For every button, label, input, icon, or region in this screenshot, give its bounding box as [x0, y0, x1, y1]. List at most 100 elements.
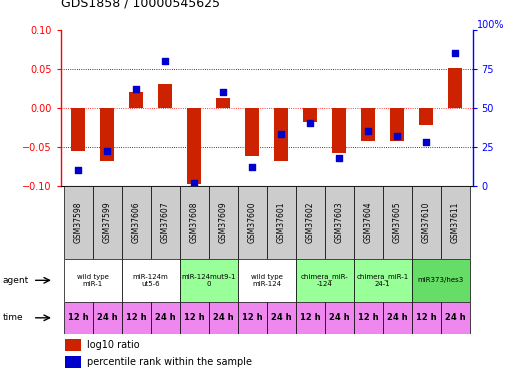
Point — [277, 131, 285, 137]
Text: GSM37603: GSM37603 — [335, 201, 344, 243]
Bar — [274, 108, 288, 161]
Text: 12 h: 12 h — [126, 314, 146, 322]
Bar — [180, 259, 238, 302]
Text: 12 h: 12 h — [416, 314, 437, 322]
Point — [335, 154, 343, 160]
Text: 12 h: 12 h — [300, 314, 320, 322]
Text: 100%: 100% — [477, 20, 504, 30]
Bar — [158, 84, 172, 108]
Bar — [121, 259, 180, 302]
Text: wild type
miR-1: wild type miR-1 — [77, 274, 109, 287]
Bar — [267, 186, 296, 259]
Point — [451, 50, 459, 56]
Bar — [63, 259, 121, 302]
Bar — [187, 108, 201, 184]
Text: 12 h: 12 h — [184, 314, 204, 322]
Bar — [71, 108, 86, 151]
Text: 12 h: 12 h — [68, 314, 88, 322]
Bar — [419, 108, 433, 125]
Bar — [129, 92, 144, 108]
Text: log10 ratio: log10 ratio — [88, 340, 140, 350]
Text: miR-124mut9-1
0: miR-124mut9-1 0 — [182, 274, 236, 287]
Text: 24 h: 24 h — [155, 314, 175, 322]
Bar — [296, 186, 325, 259]
Text: GSM37610: GSM37610 — [422, 201, 431, 243]
Bar — [65, 339, 81, 351]
Point — [306, 120, 314, 126]
Bar — [209, 302, 238, 334]
Bar — [354, 302, 383, 334]
Bar — [209, 186, 238, 259]
Point — [219, 89, 228, 95]
Bar — [180, 186, 209, 259]
Bar — [448, 68, 463, 108]
Text: GSM37602: GSM37602 — [306, 201, 315, 243]
Bar — [238, 259, 296, 302]
Bar — [150, 186, 180, 259]
Bar — [121, 302, 150, 334]
Bar — [383, 186, 412, 259]
Text: 24 h: 24 h — [271, 314, 291, 322]
Text: miR-124m
ut5-6: miR-124m ut5-6 — [133, 274, 168, 287]
Text: GSM37607: GSM37607 — [161, 201, 169, 243]
Bar — [354, 259, 412, 302]
Point — [393, 133, 401, 139]
Point — [103, 148, 111, 154]
Text: percentile rank within the sample: percentile rank within the sample — [88, 357, 252, 367]
Point — [364, 128, 372, 134]
Point — [190, 180, 199, 186]
Text: 24 h: 24 h — [445, 314, 466, 322]
Bar — [296, 259, 354, 302]
Text: GDS1858 / 10000545625: GDS1858 / 10000545625 — [61, 0, 220, 9]
Bar — [150, 302, 180, 334]
Bar — [390, 108, 404, 141]
Text: 24 h: 24 h — [329, 314, 350, 322]
Point — [161, 58, 169, 64]
Bar — [412, 302, 441, 334]
Text: GSM37609: GSM37609 — [219, 201, 228, 243]
Text: GSM37600: GSM37600 — [248, 201, 257, 243]
Bar — [441, 186, 470, 259]
Bar — [332, 108, 346, 153]
Bar — [296, 302, 325, 334]
Point — [422, 139, 430, 145]
Text: 24 h: 24 h — [97, 314, 117, 322]
Bar — [100, 108, 115, 161]
Text: wild type
miR-124: wild type miR-124 — [251, 274, 282, 287]
Text: 24 h: 24 h — [387, 314, 408, 322]
Bar — [63, 302, 92, 334]
Text: GSM37606: GSM37606 — [131, 201, 140, 243]
Bar — [238, 186, 267, 259]
Text: GSM37608: GSM37608 — [190, 201, 199, 243]
Bar — [238, 302, 267, 334]
Bar — [65, 356, 81, 368]
Text: GSM37611: GSM37611 — [451, 201, 460, 243]
Bar — [354, 186, 383, 259]
Bar — [325, 186, 354, 259]
Text: chimera_miR-
-124: chimera_miR- -124 — [301, 273, 348, 287]
Point — [132, 86, 140, 92]
Bar — [361, 108, 375, 141]
Bar — [180, 302, 209, 334]
Bar — [267, 302, 296, 334]
Bar — [92, 186, 121, 259]
Text: 12 h: 12 h — [242, 314, 262, 322]
Text: GSM37601: GSM37601 — [277, 201, 286, 243]
Bar — [245, 108, 259, 156]
Bar — [383, 302, 412, 334]
Text: chimera_miR-1
24-1: chimera_miR-1 24-1 — [356, 273, 409, 287]
Bar — [325, 302, 354, 334]
Bar — [92, 302, 121, 334]
Text: 12 h: 12 h — [358, 314, 379, 322]
Text: miR373/hes3: miR373/hes3 — [418, 278, 464, 284]
Text: GSM37599: GSM37599 — [102, 201, 111, 243]
Bar — [441, 302, 470, 334]
Bar — [216, 98, 230, 108]
Bar — [303, 108, 317, 122]
Bar — [63, 186, 92, 259]
Bar — [121, 186, 150, 259]
Bar — [412, 259, 470, 302]
Text: GSM37598: GSM37598 — [73, 201, 82, 243]
Point — [248, 164, 257, 170]
Text: GSM37605: GSM37605 — [393, 201, 402, 243]
